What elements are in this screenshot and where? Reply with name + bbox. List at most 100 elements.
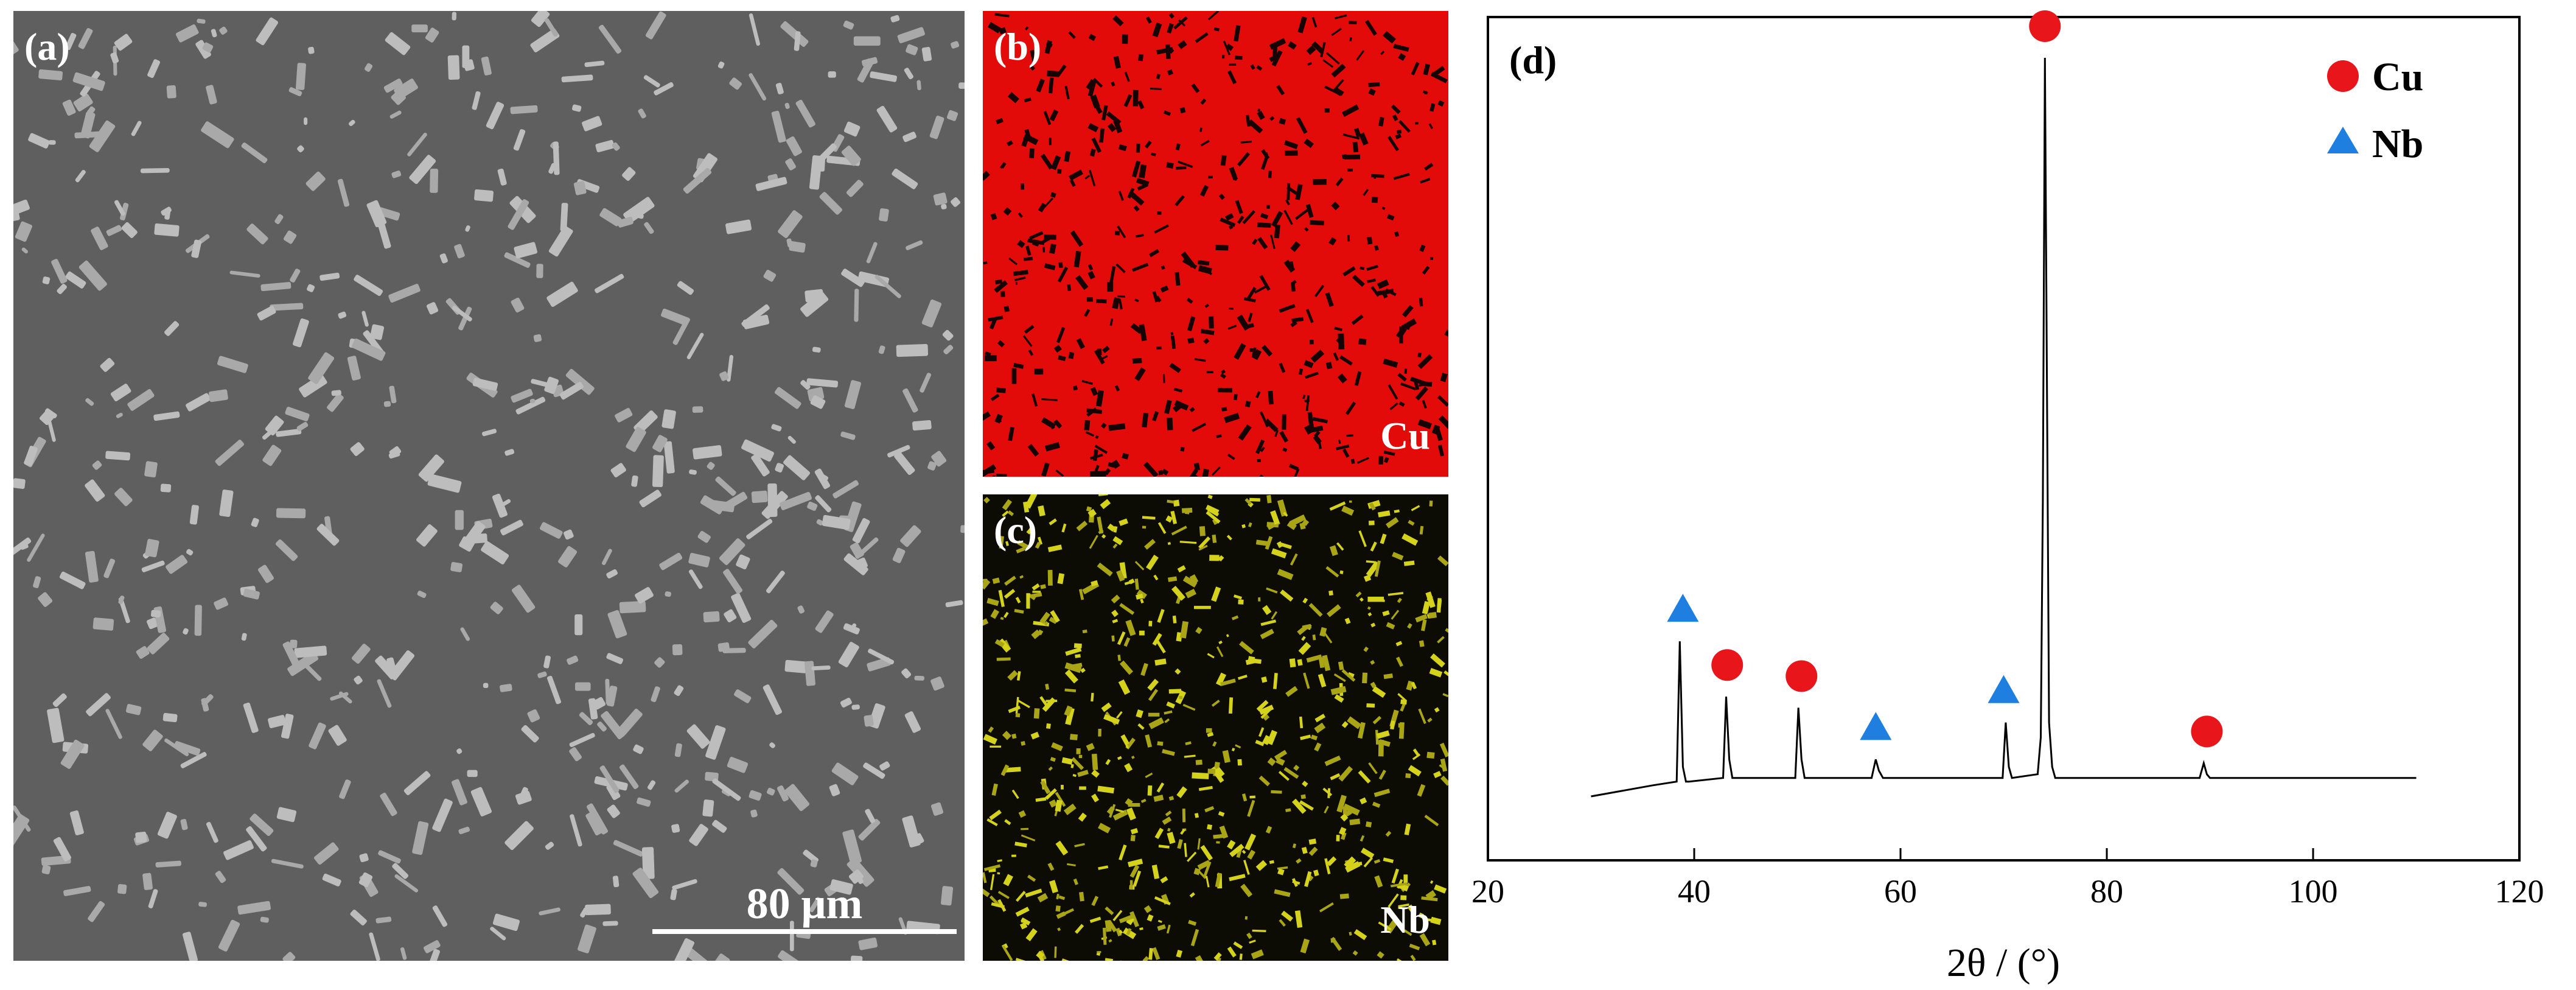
cu-element-label: Cu: [1380, 414, 1430, 457]
nb-rich-spot: [990, 745, 1002, 748]
sem-particle: [208, 389, 228, 402]
nb-rich-spot: [1018, 810, 1027, 818]
cu-depleted-spot: [1381, 206, 1386, 210]
nb-rich-spot: [1019, 922, 1028, 930]
sem-particle: [612, 142, 620, 151]
sem-particle: [951, 197, 961, 207]
cu-depleted-spot: [1044, 234, 1056, 240]
sem-particle: [189, 505, 199, 525]
cu-depleted-spot: [1029, 65, 1035, 71]
sem-particle: [458, 306, 472, 331]
sem-particle: [80, 111, 96, 139]
cu-depleted-spot: [1138, 54, 1144, 61]
nb-rich-spot: [1007, 510, 1014, 516]
cu-depleted-spot: [1305, 371, 1319, 379]
nb-rich-spot: [1251, 949, 1264, 960]
sem-particle: [558, 546, 578, 567]
nb-rich-spot: [1187, 851, 1197, 862]
nb-rich-spot: [983, 888, 990, 897]
nb-rich-spot: [1157, 741, 1164, 746]
cu-depleted-spot: [1102, 345, 1110, 353]
sem-particle: [13, 478, 26, 489]
cu-depleted-spot: [1089, 471, 1107, 477]
nb-rich-spot: [1148, 717, 1164, 729]
nb-rich-spot: [1330, 773, 1341, 781]
sem-particle: [13, 537, 32, 556]
nb-map-texture: [983, 494, 1448, 961]
sem-particle: [183, 628, 189, 635]
cu-depleted-spot: [1161, 468, 1169, 476]
cu-depleted-spot: [1133, 90, 1139, 107]
nb-rich-spot: [1040, 780, 1051, 795]
nb-rich-spot: [1112, 619, 1119, 623]
nb-element-label: Nb: [1380, 898, 1430, 941]
cu-depleted-spot: [990, 393, 1000, 401]
cu-depleted-spot: [1311, 41, 1324, 54]
cu-depleted-spot: [1271, 50, 1283, 67]
sem-particle: [783, 455, 811, 480]
sem-particle: [570, 814, 582, 847]
nb-rich-spot: [1145, 734, 1153, 748]
cu-depleted-spot: [1206, 371, 1213, 374]
cu-depleted-spot: [1047, 70, 1059, 77]
nb-rich-spot: [990, 874, 995, 890]
nb-rich-spot: [1440, 775, 1448, 786]
cu-depleted-spot: [1151, 152, 1156, 156]
cu-depleted-spot: [1227, 70, 1237, 85]
nb-rich-spot: [1398, 723, 1404, 728]
nb-rich-spot: [1344, 809, 1352, 818]
cu-depleted-spot: [1292, 468, 1300, 477]
cu-depleted-spot: [1013, 363, 1024, 369]
sem-particle: [635, 587, 654, 604]
sem-particle: [380, 792, 397, 816]
cu-depleted-spot: [1437, 100, 1445, 107]
nb-rich-spot: [1167, 832, 1176, 844]
nb-rich-spot: [1011, 789, 1019, 799]
nb-rich-spot: [1404, 823, 1411, 835]
nb-rich-spot: [1177, 565, 1186, 573]
nb-rich-spot: [1215, 767, 1225, 778]
nb-rich-spot: [983, 497, 990, 504]
cu-depleted-spot: [1187, 337, 1195, 344]
nb-rich-spot: [1207, 653, 1215, 659]
nb-rich-spot: [1097, 785, 1115, 794]
sem-particle: [784, 659, 808, 673]
nb-rich-spot: [1182, 575, 1198, 588]
panel-d-label: (d): [1509, 38, 1557, 82]
nb-rich-spot: [1368, 762, 1378, 774]
sem-particle: [671, 938, 695, 961]
nb-rich-spot: [1222, 750, 1230, 764]
sem-particle: [618, 709, 643, 735]
sem-particle: [858, 818, 881, 841]
cu-map-texture: [983, 11, 1448, 477]
nb-rich-spot: [1015, 712, 1021, 718]
sem-particle: [607, 609, 627, 639]
nb-rich-spot: [1344, 856, 1356, 869]
sem-particle: [386, 657, 396, 670]
nb-rich-spot: [1115, 927, 1122, 936]
sem-particle: [465, 225, 470, 232]
nb-rich-spot: [1040, 584, 1046, 589]
cu-depleted-spot: [1133, 205, 1140, 212]
cu-depleted-spot: [1072, 385, 1078, 391]
nb-rich-spot: [1091, 580, 1098, 587]
cu-depleted-spot: [1291, 279, 1297, 286]
sem-particle: [105, 451, 131, 461]
sem-particle: [585, 904, 611, 916]
sem-particle: [307, 284, 315, 292]
cu-depleted-spot: [1302, 395, 1306, 399]
nb-rich-spot: [1089, 916, 1101, 923]
sem-particle: [916, 80, 921, 91]
cu-depleted-spot: [1235, 200, 1243, 214]
sem-particle: [584, 60, 605, 68]
cu-depleted-spot: [1163, 110, 1171, 116]
sem-particle: [218, 919, 240, 952]
cu-depleted-spot: [1044, 263, 1056, 270]
nb-rich-spot: [1443, 670, 1448, 682]
cu-peak-marker: [1785, 660, 1818, 692]
cu-depleted-spot: [1058, 355, 1066, 362]
nb-rich-spot: [1158, 844, 1170, 849]
sem-particle: [383, 79, 403, 93]
cu-depleted-spot: [1069, 179, 1076, 188]
nb-rich-spot: [1314, 742, 1322, 752]
